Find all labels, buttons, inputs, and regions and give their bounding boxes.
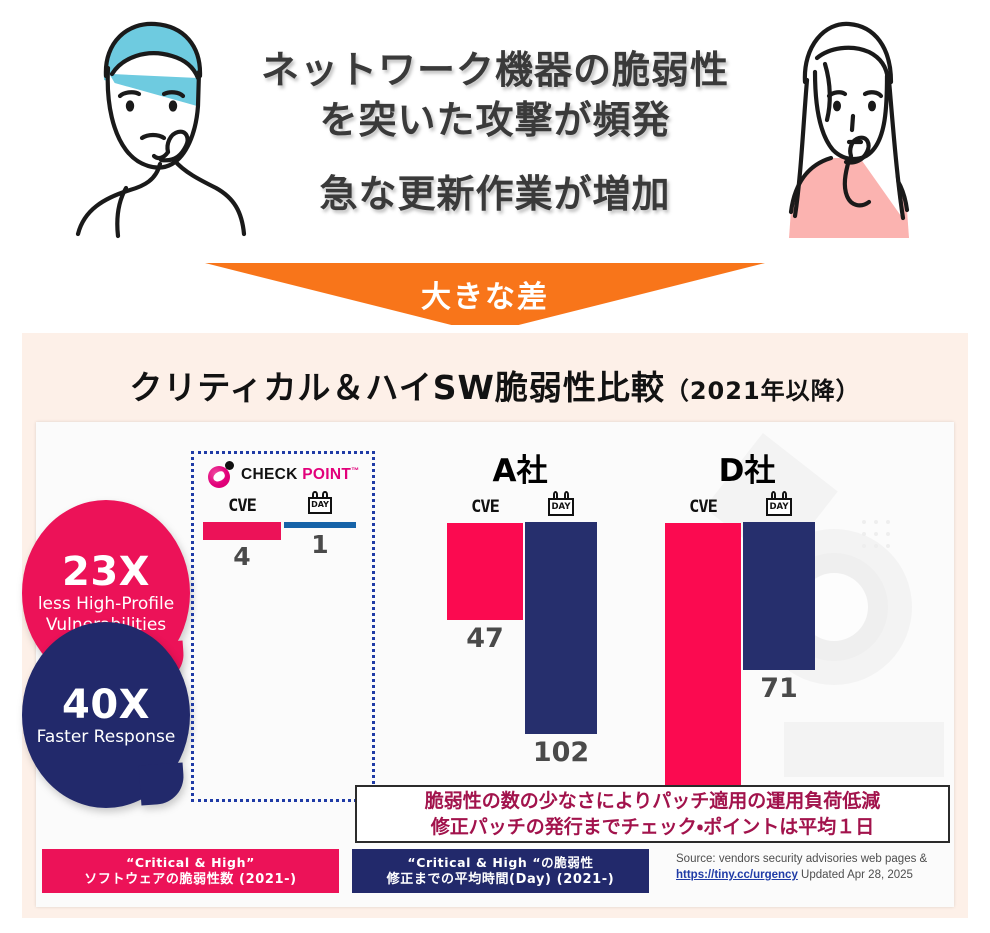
checkpoint-logo-word2: POINT [302, 466, 352, 484]
badge-23x-value: 23X [61, 549, 150, 595]
panel-title: クリティカル＆ハイSW脆弱性比較（2021年以降） [22, 361, 968, 409]
legend-pink-jp: ソフトウェアの脆弱性数 (2021-) [84, 871, 297, 887]
source-line-1: Source: vendors security advisories web … [676, 853, 928, 865]
checkpoint-logo-word1: CHECK [241, 466, 298, 484]
hero-line-2: を突いた攻撃が頻発 [319, 98, 671, 142]
checkpoint-day-barwrap: DAY 1 [284, 491, 356, 611]
checkpoint-logo-icon [208, 461, 234, 488]
panel-title-main: クリティカル＆ハイSW脆弱性比較 [129, 368, 665, 407]
source-url-link[interactable]: https://tiny.cc/urgency [676, 869, 798, 881]
hero-line-1: ネットワーク機器の脆弱性 [260, 48, 729, 92]
day-calendar-icon: DAY [548, 491, 574, 516]
legend-pink-en: “Critical & High” [126, 854, 255, 870]
checkpoint-cve-barwrap: CVE 4 [203, 496, 281, 616]
badge-40x-value: 40X [61, 681, 150, 728]
checkpoint-logo-text: CHECK POINT™ [241, 466, 359, 484]
group-company-d: D社 CVE 149 DAY 71 [652, 445, 842, 824]
legend-navy: “Critical & High “の脆弱性 修正までの平均時間(Day) (2… [352, 849, 649, 893]
company-a-cve-value: 47 [466, 623, 504, 654]
day-calendar-icon: DAY [766, 491, 792, 516]
checkpoint-day-value: 1 [311, 530, 329, 559]
checkpoint-logo: CHECK POINT™ [208, 461, 359, 488]
cve-icon: CVE [471, 497, 500, 517]
day-calendar-icon: DAY [308, 491, 332, 514]
company-d-day-barwrap: DAY 71 [743, 491, 815, 721]
checkpoint-day-bar [284, 522, 356, 528]
company-a-day-value: 102 [532, 737, 590, 768]
company-a-day-bar [525, 522, 597, 734]
cve-icon: CVE [689, 497, 718, 517]
group-checkpoint: CVE 4 DAY 1 [191, 451, 369, 796]
callout-line-1: 脆弱性の数の少なさによりパッチ適用の運用負荷低減 [424, 790, 881, 812]
panel-title-year: （2021年以降） [664, 377, 861, 405]
company-d-cve-bar [665, 523, 741, 790]
legend-navy-en: “Critical & High “の脆弱性 [407, 854, 594, 870]
legend-navy-jp: 修正までの平均時間(Day) (2021-) [386, 871, 615, 887]
badge-23x-caption-line1: less High-Profile [37, 594, 175, 614]
hero-text-block: ネットワーク機器の脆弱性 を突いた攻撃が頻発 急な更新作業が増加 [205, 45, 785, 219]
hero-line-3: 急な更新作業が増加 [319, 172, 671, 216]
company-a-cve-bar [447, 523, 523, 620]
callout-box: 脆弱性の数の少なさによりパッチ適用の運用負荷低減 修正パッチの発行までチェック・… [355, 785, 950, 843]
checkpoint-cve-bar [203, 522, 281, 540]
hero-section: ネットワーク機器の脆弱性 を突いた攻撃が頻発 急な更新作業が増加 [0, 0, 990, 258]
company-d-day-bar [743, 522, 815, 670]
company-a-day-barwrap: DAY 102 [525, 491, 597, 781]
badge-40x-caption-line1: Faster Response [36, 726, 176, 747]
arrow-banner-label: 大きな差 [421, 280, 549, 315]
group-company-a: A社 CVE 47 DAY 102 [425, 445, 615, 768]
source-note: Source: vendors security advisories web … [676, 851, 946, 883]
group-company-a-label: A社 [492, 453, 548, 489]
thinking-man-illustration [75, 21, 247, 239]
badge-40x: 40X Faster Response [22, 622, 190, 808]
callout-line-2: 修正パッチの発行までチェック・ポイントは平均１日 [430, 816, 875, 838]
cve-icon: CVE [228, 496, 257, 516]
checkpoint-logo-tm: ™ [351, 465, 360, 475]
company-d-cve-barwrap: CVE 149 [665, 497, 741, 824]
checkpoint-highlight-box: CHECK POINT™ [191, 451, 375, 802]
legend-pink: “Critical & High” ソフトウェアの脆弱性数 (2021-) [42, 849, 339, 893]
company-a-cve-barwrap: CVE 47 [447, 497, 523, 707]
thinking-woman-illustration [788, 21, 910, 238]
checkpoint-cve-value: 4 [233, 542, 251, 571]
company-d-day-value: 71 [760, 673, 798, 704]
source-updated: Updated Apr 28, 2025 [797, 869, 913, 881]
group-company-d-label: D社 [718, 453, 776, 489]
